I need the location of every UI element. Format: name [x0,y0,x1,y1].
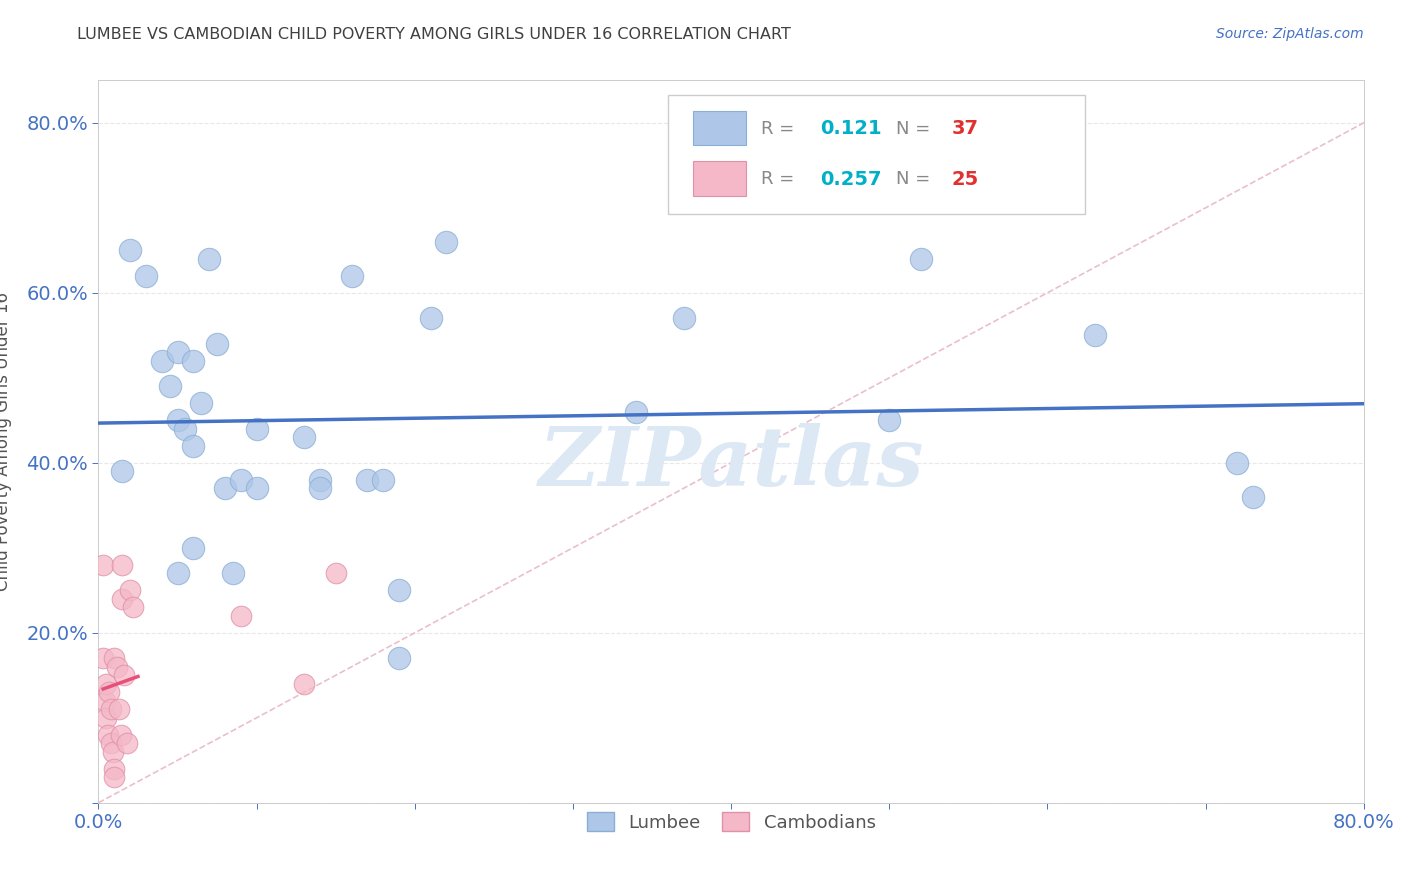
Point [111,464,134,478]
Point [100,736,122,750]
Point [103,651,125,665]
Text: N =: N = [896,120,935,137]
Point [103,770,125,784]
Point [183,353,205,368]
Point [356,473,378,487]
Point [340,268,363,283]
Text: N =: N = [896,170,935,188]
Text: 25: 25 [952,169,979,189]
Legend: Lumbee, Cambodians: Lumbee, Cambodians [578,804,884,841]
Point [436,235,458,249]
Point [229,608,252,623]
Point [166,566,188,581]
Point [1241,490,1264,504]
Point [98,685,121,699]
Point [672,311,695,326]
Point [135,268,157,283]
FancyBboxPatch shape [693,111,747,145]
Text: 37: 37 [952,120,979,138]
Point [96,711,118,725]
Point [183,541,205,555]
Point [103,762,125,776]
Text: 0.257: 0.257 [820,169,882,189]
Point [309,481,332,495]
Point [91,651,114,665]
Point [198,252,221,266]
FancyBboxPatch shape [693,161,747,196]
Text: R =: R = [762,120,800,137]
Point [292,677,315,691]
Point [166,413,188,427]
Point [214,481,236,495]
Point [166,345,188,359]
Point [388,651,411,665]
Point [115,736,138,750]
FancyBboxPatch shape [668,95,1085,214]
Point [222,566,245,581]
Point [107,660,129,674]
Point [246,422,269,436]
Point [120,244,141,258]
Point [910,252,932,266]
Point [100,702,122,716]
Text: 0.121: 0.121 [820,120,882,138]
Point [1226,456,1249,470]
Point [371,473,394,487]
Point [97,728,120,742]
Point [110,728,132,742]
Point [120,583,141,598]
Point [112,668,135,682]
Text: LUMBEE VS CAMBODIAN CHILD POVERTY AMONG GIRLS UNDER 16 CORRELATION CHART: LUMBEE VS CAMBODIAN CHILD POVERTY AMONG … [77,27,792,42]
Point [229,473,252,487]
Point [122,600,145,615]
Point [96,677,118,691]
Point [1084,328,1107,343]
Point [246,481,269,495]
Point [388,583,411,598]
Point [174,422,197,436]
Point [877,413,900,427]
Y-axis label: Child Poverty Among Girls Under 16: Child Poverty Among Girls Under 16 [0,292,13,591]
Point [419,311,441,326]
Text: ZIPatlas: ZIPatlas [538,423,924,503]
Point [624,405,647,419]
Point [190,396,212,410]
Text: R =: R = [762,170,800,188]
Point [150,353,173,368]
Point [111,558,134,572]
Point [159,379,181,393]
Point [111,591,134,606]
Point [91,558,114,572]
Point [183,439,205,453]
Point [292,430,315,444]
Point [101,745,124,759]
Point [205,336,228,351]
Point [309,473,332,487]
Point [108,702,131,716]
Point [325,566,347,581]
Text: Source: ZipAtlas.com: Source: ZipAtlas.com [1216,27,1364,41]
Point [93,694,117,708]
